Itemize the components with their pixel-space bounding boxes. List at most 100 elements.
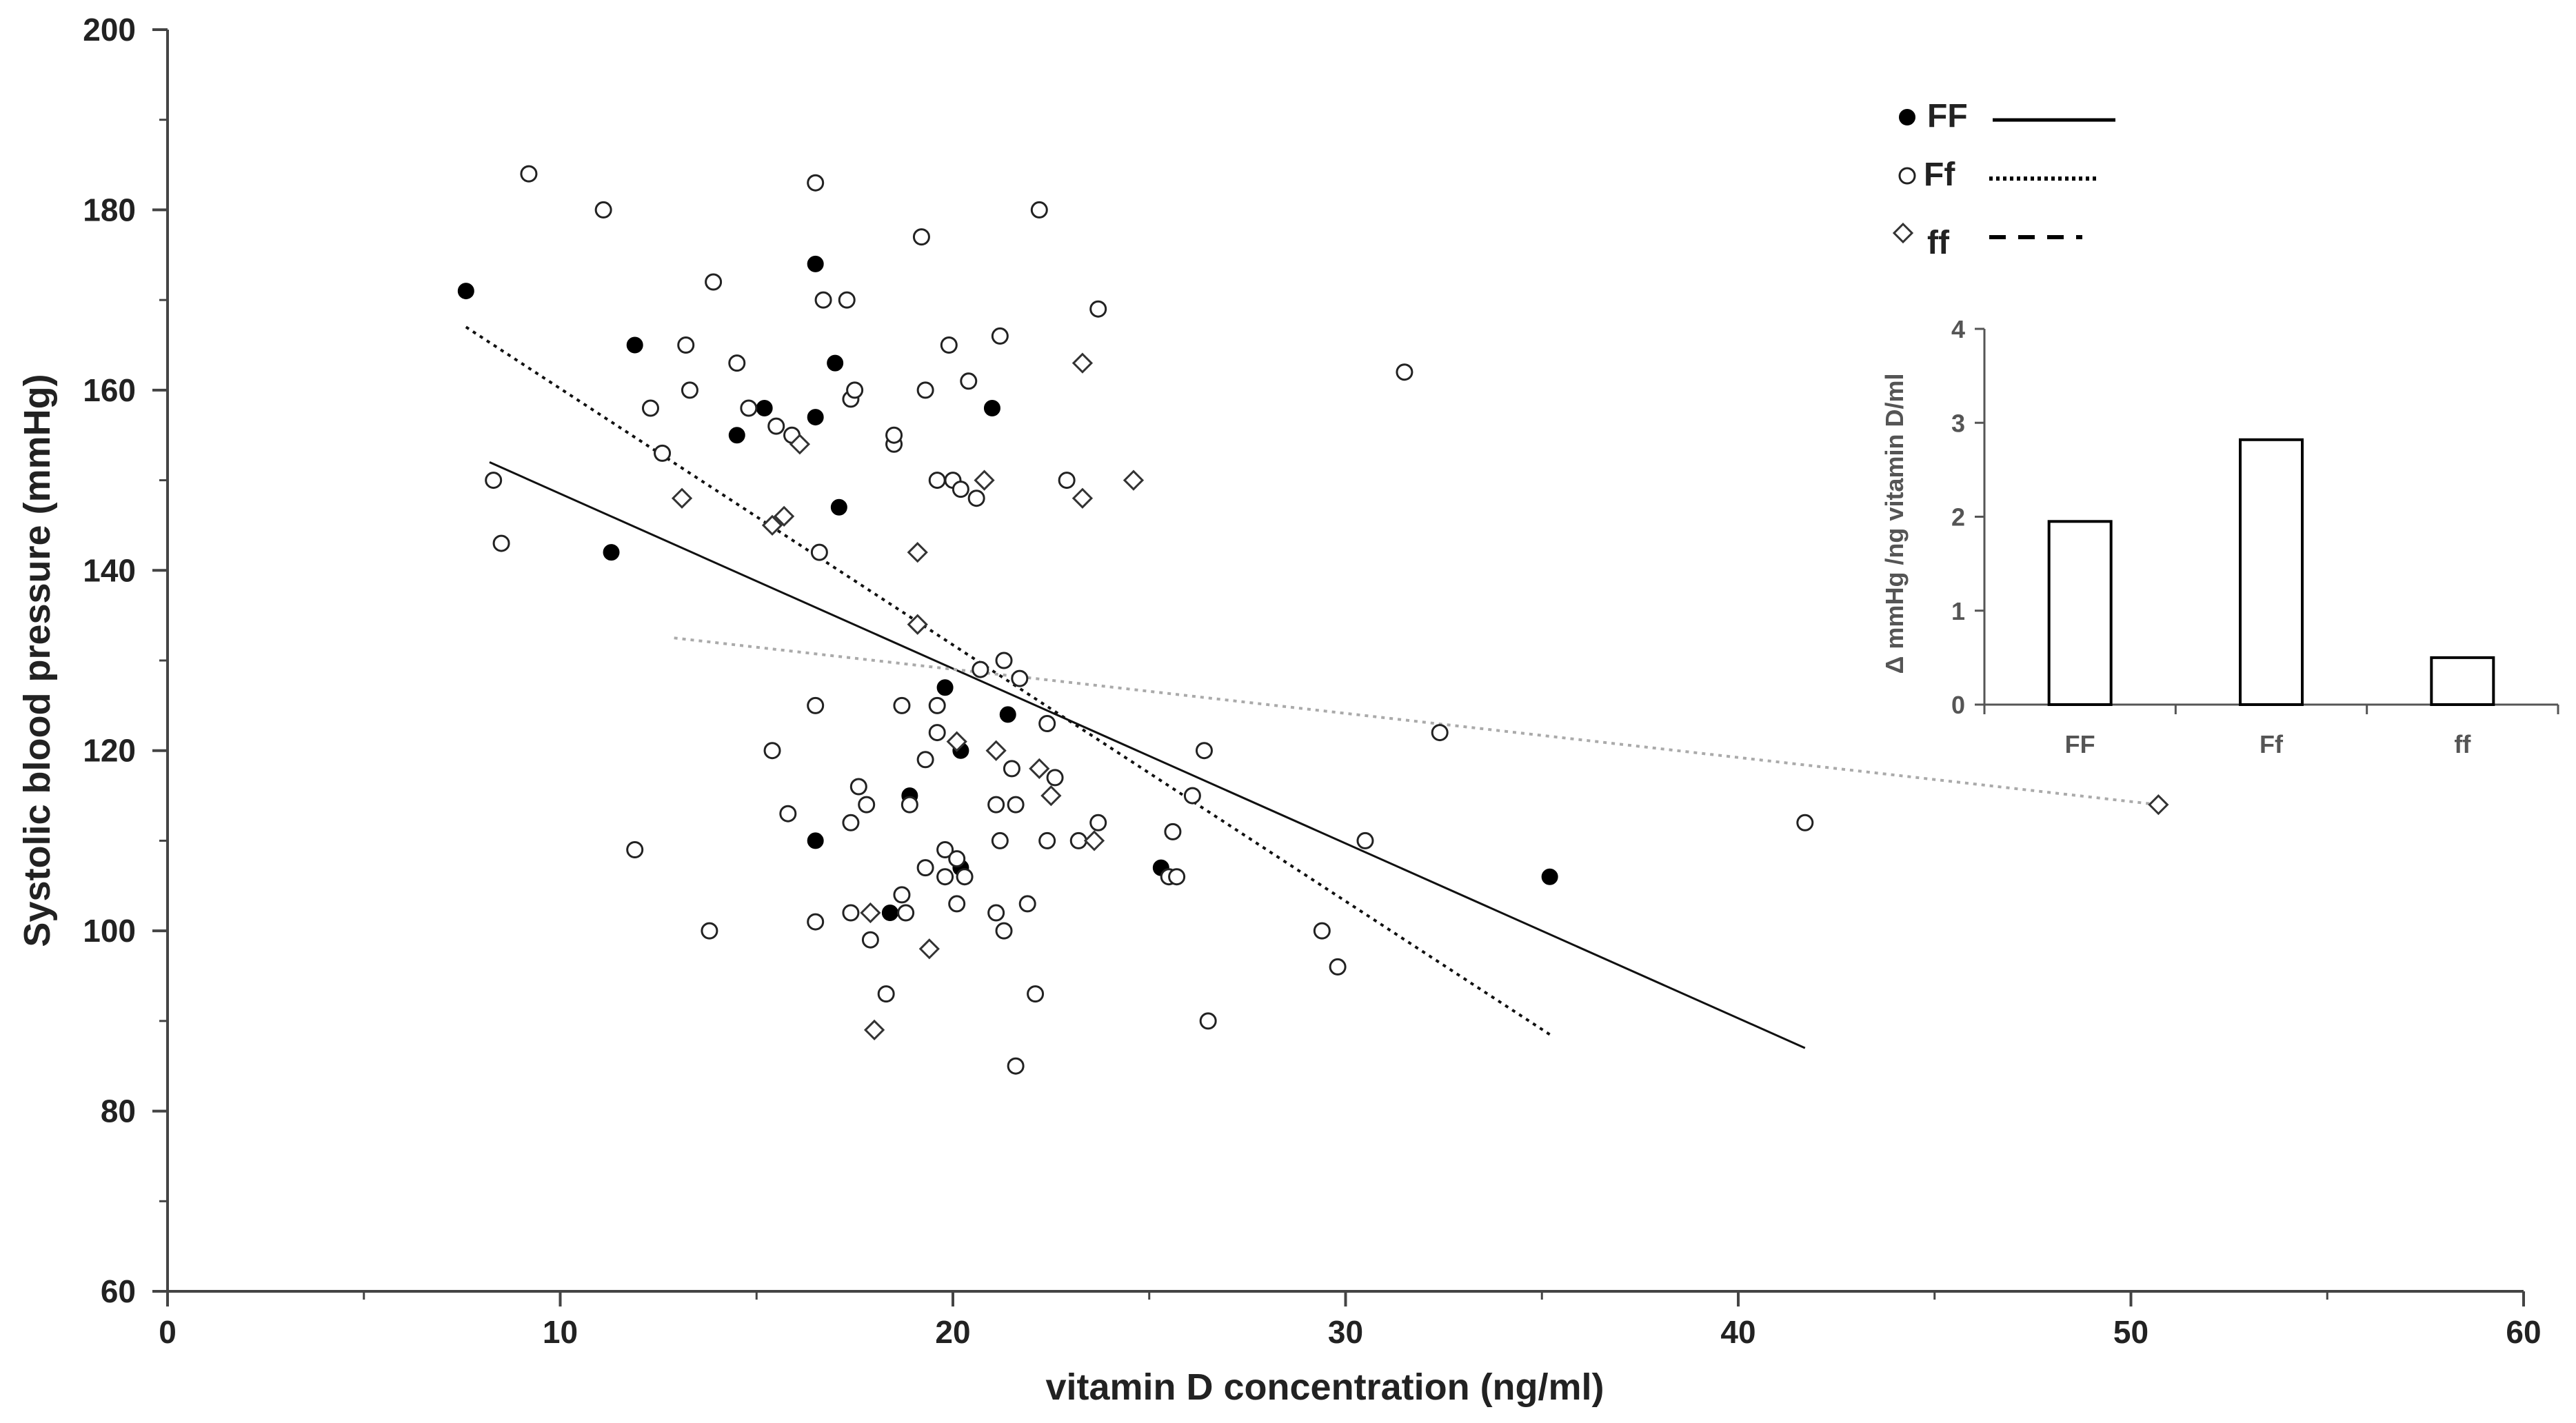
data-point-ff [773, 505, 795, 527]
data-point-FF [999, 706, 1016, 723]
data-point-Ff [936, 841, 954, 858]
data-point-Ff [1027, 985, 1045, 1003]
data-point-Ff [972, 660, 989, 678]
data-point-Ff [1038, 831, 1056, 849]
legend-label-ff: ff [1927, 225, 1950, 261]
data-point-FF [807, 832, 824, 849]
data-point-Ff [877, 985, 895, 1003]
data-point-FF [936, 679, 954, 696]
y-axis-title: Systolic blood pressure (mmHg) [17, 374, 58, 947]
data-point-ff [907, 614, 928, 635]
data-point-Ff [987, 796, 1005, 814]
data-point-Ff [807, 696, 825, 714]
data-point-Ff [807, 913, 825, 931]
data-point-Ff [916, 859, 934, 877]
data-point-Ff [936, 868, 954, 886]
data-point-ff [974, 470, 995, 491]
data-point-ff [946, 731, 967, 752]
data-point-FF [827, 354, 844, 372]
data-point-FF [457, 283, 474, 300]
data-point-Ff [810, 543, 828, 561]
data-point-Ff [681, 381, 698, 399]
data-point-ff [1029, 758, 1050, 779]
y-tick-label: 180 [83, 192, 136, 228]
inset-y-tick-label: 2 [1951, 503, 1965, 532]
legend-marker-FF [1899, 109, 1915, 125]
x-tick-label: 20 [935, 1314, 970, 1350]
y-tick-label: 120 [83, 733, 136, 769]
x-tick-label: 60 [2506, 1314, 2541, 1350]
data-point-Ff [1199, 1012, 1217, 1030]
data-point-Ff [1796, 814, 1814, 831]
x-tick-label: 0 [159, 1314, 177, 1350]
data-point-Ff [728, 354, 746, 372]
data-point-Ff [814, 291, 832, 309]
data-point-Ff [928, 724, 946, 742]
data-point-ff [863, 1019, 885, 1041]
data-point-Ff [1164, 822, 1182, 840]
data-point-Ff [1396, 363, 1413, 381]
data-point-Ff [1329, 958, 1347, 976]
data-point-Ff [849, 778, 867, 796]
data-point-Ff [1018, 895, 1036, 913]
data-point-Ff [1058, 472, 1076, 490]
data-point-FF [603, 544, 620, 561]
data-point-Ff [740, 399, 758, 417]
x-axis-title: vitamin D concentration (ng/ml) [1045, 1366, 1604, 1408]
data-point-Ff [861, 931, 879, 949]
data-point-Ff [928, 472, 946, 490]
data-point-ff [761, 514, 783, 536]
trendline-Ff [465, 325, 1551, 1036]
data-point-Ff [928, 696, 946, 714]
data-point-Ff [858, 796, 876, 814]
inset-y-tick-label: 0 [1951, 691, 1965, 719]
data-point-Ff [654, 444, 672, 462]
data-point-ff [671, 487, 693, 509]
data-point-Ff [838, 291, 856, 309]
x-tick-label: 50 [2113, 1314, 2149, 1350]
inset-y-tick-label: 4 [1951, 315, 1965, 343]
data-point-Ff [1168, 868, 1186, 886]
data-point-ff [985, 740, 1007, 761]
inset-x-tick-label: FF [2065, 730, 2095, 758]
legend-label-FF: FF [1927, 98, 1968, 134]
data-point-Ff [1089, 814, 1107, 831]
data-point-Ff [485, 472, 503, 490]
data-point-Ff [916, 751, 934, 769]
data-point-Ff [763, 742, 781, 760]
inset-x-tick-label: ff [2454, 730, 2471, 758]
data-point-Ff [885, 426, 903, 444]
data-point-Ff [626, 841, 644, 858]
legend-marker-ff [1892, 222, 1914, 244]
data-point-FF [983, 400, 1000, 416]
inset-y-tick-label: 3 [1951, 409, 1965, 437]
data-point-FF [1541, 868, 1558, 885]
data-point-Ff [705, 273, 723, 291]
inset-y-tick-label: 1 [1951, 597, 1965, 625]
inset-y-axis-title: Δ mmHg /ng vitamin D/ml [1880, 374, 1909, 674]
y-tick-label: 200 [83, 12, 136, 48]
data-point-Ff [846, 381, 864, 399]
data-point-Ff [492, 534, 510, 552]
data-point-ff [789, 434, 811, 455]
legend-marker-Ff [1898, 167, 1916, 185]
data-point-Ff [940, 336, 958, 354]
inset-x-tick-label: Ff [2260, 730, 2284, 758]
data-point-Ff [1011, 669, 1029, 687]
data-point-Ff [960, 372, 978, 390]
data-point-Ff [1195, 742, 1213, 760]
data-point-Ff [594, 201, 612, 219]
data-point-Ff [842, 814, 860, 831]
y-tick-label: 80 [101, 1093, 136, 1129]
data-point-Ff [1356, 831, 1374, 849]
data-point-Ff [893, 696, 911, 714]
data-point-FF [881, 905, 898, 921]
data-point-ff [907, 542, 928, 563]
data-point-FF [807, 409, 824, 426]
data-point-Ff [995, 922, 1013, 940]
data-point-FF [830, 498, 847, 516]
y-tick-label: 100 [83, 913, 136, 949]
data-point-ff [2148, 794, 2169, 816]
data-point-Ff [1046, 769, 1064, 787]
